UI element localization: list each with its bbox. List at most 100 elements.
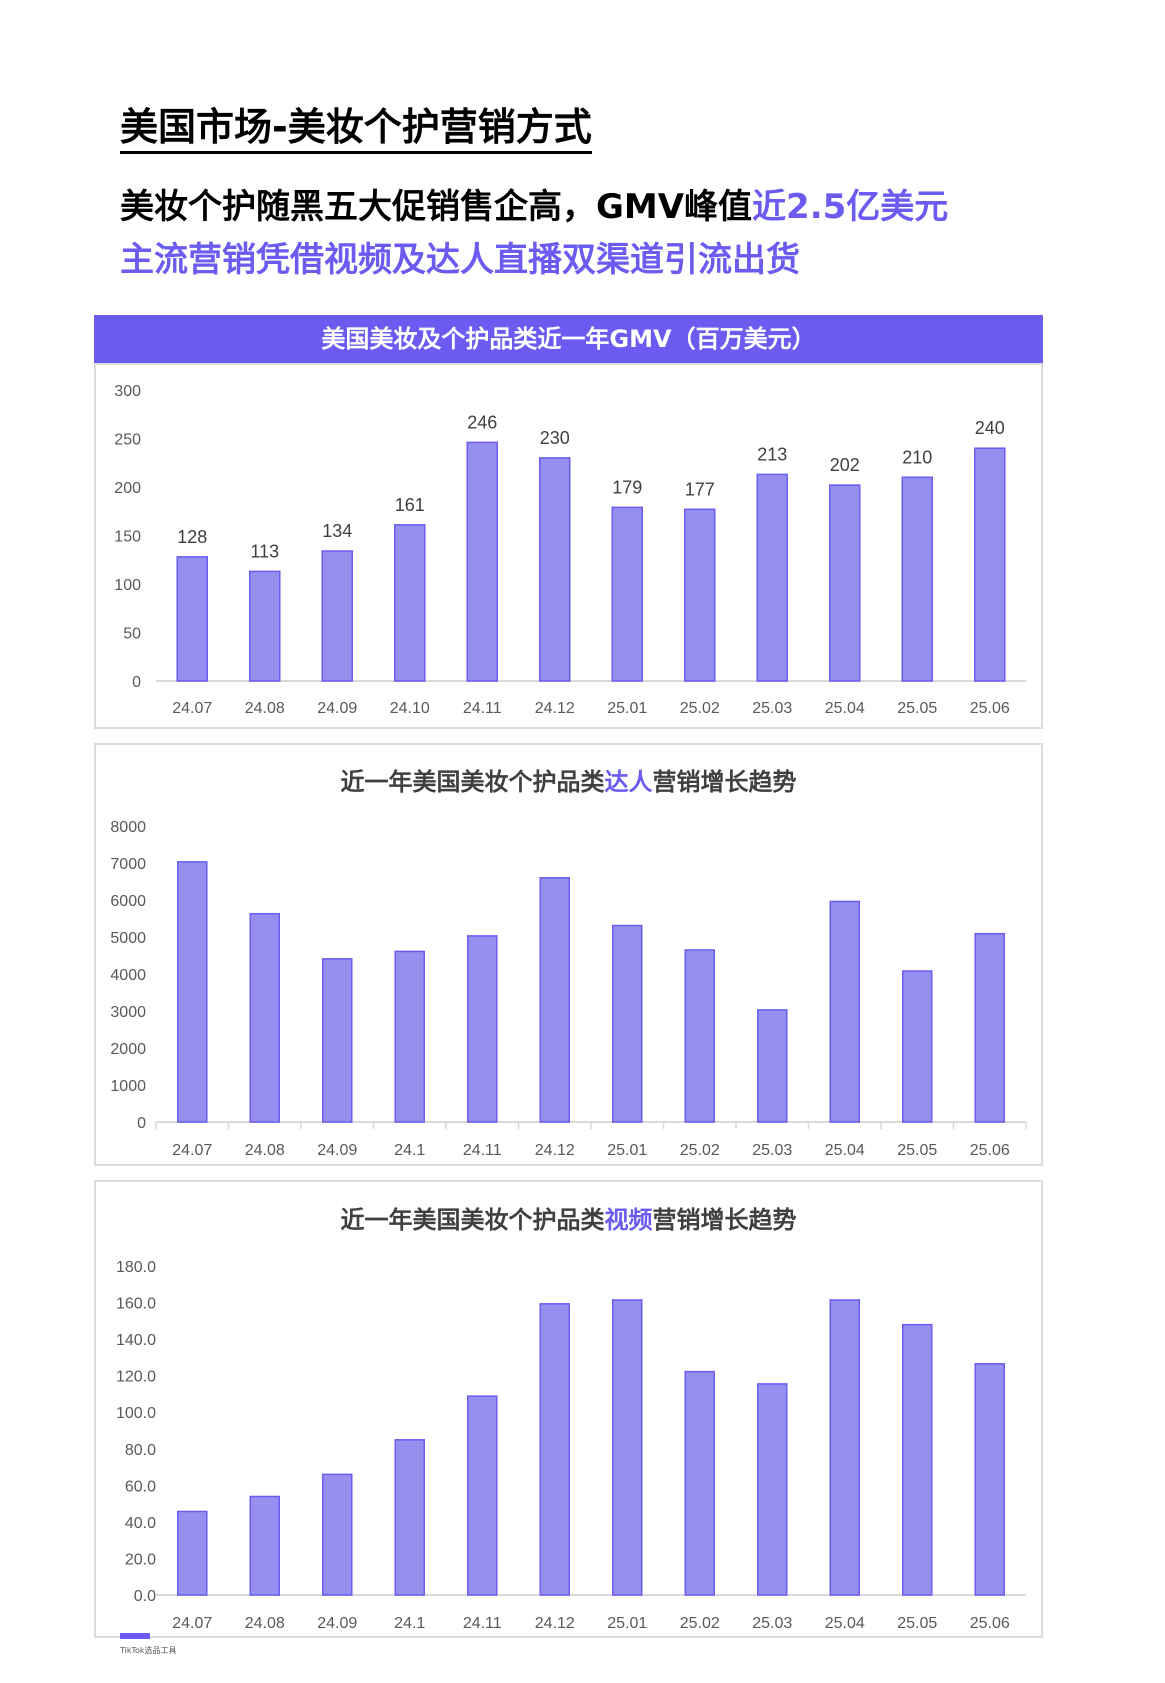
kol-title-prefix: 近一年美国美妆个护品类 <box>340 768 605 796</box>
x-tick-label: 25.04 <box>825 1615 865 1632</box>
x-tick-label: 25.01 <box>607 700 647 717</box>
bar <box>467 935 498 1123</box>
x-tick-label: 25.02 <box>680 1142 720 1159</box>
y-tick-label: 2000 <box>110 1041 146 1058</box>
bar <box>902 970 933 1123</box>
x-tick-label: 25.02 <box>680 700 720 717</box>
kol-chart-card: 近一年美国美妆个护品类达人营销增长趋势 0 1000 2000 3000 4000 500… <box>94 743 1043 1166</box>
x-tick-label: 24.09 <box>317 700 357 717</box>
x-tick-label: 24.12 <box>535 700 575 717</box>
kol-title-accent: 达人 <box>604 768 653 796</box>
bar <box>611 506 643 682</box>
x-tick-label: 25.05 <box>897 1615 937 1632</box>
headline-line-1: 美妆个护随黑五大促销售企高，GMV峰值近2.5亿美元 <box>120 187 948 227</box>
bar <box>902 1323 933 1596</box>
x-tick-label: 25.03 <box>752 1615 792 1632</box>
bar <box>612 924 643 1123</box>
x-tick-label: 24.09 <box>317 1142 357 1159</box>
bar <box>901 476 933 682</box>
bar <box>829 484 861 682</box>
gmv-chart-banner: 美国美妆及个护品类近一年GMV（百万美元） <box>94 315 1043 363</box>
bar <box>829 1299 860 1596</box>
bar <box>684 1370 715 1596</box>
kol-chart-title: 近一年美国美妆个护品类达人营销增长趋势 <box>96 762 1041 797</box>
y-tick-label: 60.0 <box>125 1478 156 1495</box>
x-tick-label: 24.07 <box>172 700 212 717</box>
headline-line-2: 主流营销凭借视频及达人直播双渠道引流出货 <box>120 240 800 280</box>
y-tick-label: 0 <box>132 674 141 691</box>
video-chart-title: 近一年美国美妆个护品类视频营销增长趋势 <box>96 1200 1041 1235</box>
x-tick-label: 24.09 <box>317 1615 357 1632</box>
y-tick-label: 0 <box>137 1115 146 1132</box>
bar <box>539 1303 570 1596</box>
y-tick-label: 120.0 <box>116 1369 156 1386</box>
bar-data-label: 128 <box>177 527 207 547</box>
bar-data-label: 113 <box>250 541 279 561</box>
bar-data-label: 210 <box>902 447 932 467</box>
x-tick-label: 24.11 <box>463 1615 502 1632</box>
bar-data-label: 213 <box>757 444 787 464</box>
y-tick-label: 4000 <box>110 967 146 984</box>
y-tick-label: 1000 <box>110 1078 146 1095</box>
y-tick-label: 7000 <box>110 856 146 873</box>
y-tick-label: 6000 <box>110 893 146 910</box>
bar <box>684 508 716 682</box>
video-bar-chart: 0.0 20.0 40.0 60.0 80.0 100.0 120.0 140.0 160.0 1… <box>116 1259 1026 1632</box>
y-tick-label: 300 <box>114 383 141 400</box>
bar-data-label: 202 <box>830 455 860 475</box>
bar <box>394 950 425 1123</box>
bar <box>249 570 281 682</box>
bar-data-label: 230 <box>540 428 570 448</box>
bar <box>757 1009 788 1123</box>
x-tick-label: 24.08 <box>245 1615 285 1632</box>
bar <box>539 457 571 682</box>
video-title-suffix: 营销增长趋势 <box>652 1206 797 1234</box>
gmv-chart-card: 0 50 100 150 200 250 300 128 24.07 113 24.08 134 24.… <box>94 363 1043 729</box>
x-tick-label: 24.11 <box>463 700 502 717</box>
y-tick-label: 50 <box>123 626 141 643</box>
bar <box>684 949 715 1123</box>
bar-data-label: 177 <box>685 479 715 499</box>
bar <box>756 473 788 682</box>
y-tick-label: 150 <box>114 529 141 546</box>
y-tick-label: 5000 <box>110 930 146 947</box>
kol-bar-chart: 0 1000 2000 3000 4000 5000 6000 7000 8000 24.07 24… <box>110 819 1027 1159</box>
y-tick-label: 40.0 <box>125 1515 156 1532</box>
headline-line-1-prefix: 美妆个护随黑五大促销售企高，GMV峰值 <box>120 187 753 227</box>
video-title-accent: 视频 <box>604 1206 653 1234</box>
y-tick-label: 100 <box>114 577 141 594</box>
x-tick-label: 24.12 <box>535 1142 575 1159</box>
x-tick-label: 25.05 <box>897 700 937 717</box>
x-tick-label: 25.06 <box>970 1142 1010 1159</box>
x-tick-label: 24.08 <box>245 700 285 717</box>
y-tick-label: 0.0 <box>134 1588 156 1605</box>
video-chart-card: 近一年美国美妆个护品类视频营销增长趋势 0.0 20.0 40.0 60.0 80.0 1… <box>94 1180 1043 1638</box>
x-tick-label: 24.07 <box>172 1615 212 1632</box>
bar-data-label: 179 <box>612 477 642 497</box>
x-tick-label: 25.01 <box>607 1142 647 1159</box>
bar <box>466 441 498 682</box>
bar <box>467 1395 498 1596</box>
bar-data-label: 246 <box>467 412 497 432</box>
x-tick-label: 25.01 <box>607 1615 647 1632</box>
x-tick-label: 25.04 <box>825 700 865 717</box>
x-tick-label: 24.07 <box>172 1142 212 1159</box>
bar <box>176 556 208 682</box>
bar <box>321 550 353 682</box>
x-tick-label: 24.12 <box>535 1615 575 1632</box>
bar <box>322 1473 353 1596</box>
bar <box>394 1439 425 1596</box>
x-tick-label: 25.06 <box>970 1615 1010 1632</box>
x-tick-label: 25.03 <box>752 1142 792 1159</box>
bar <box>249 912 280 1123</box>
bar <box>322 958 353 1123</box>
y-tick-label: 100.0 <box>116 1405 156 1422</box>
page-title: 美国市场-美妆个护营销方式 <box>120 104 592 154</box>
brand-logo <box>120 1633 150 1639</box>
x-tick-label: 25.03 <box>752 700 792 717</box>
x-tick-label: 24.1 <box>394 1615 425 1632</box>
x-tick-label: 25.06 <box>970 700 1010 717</box>
footer-text: TikTok选品工具 <box>120 1646 177 1655</box>
bar <box>974 447 1006 682</box>
bar <box>612 1299 643 1596</box>
